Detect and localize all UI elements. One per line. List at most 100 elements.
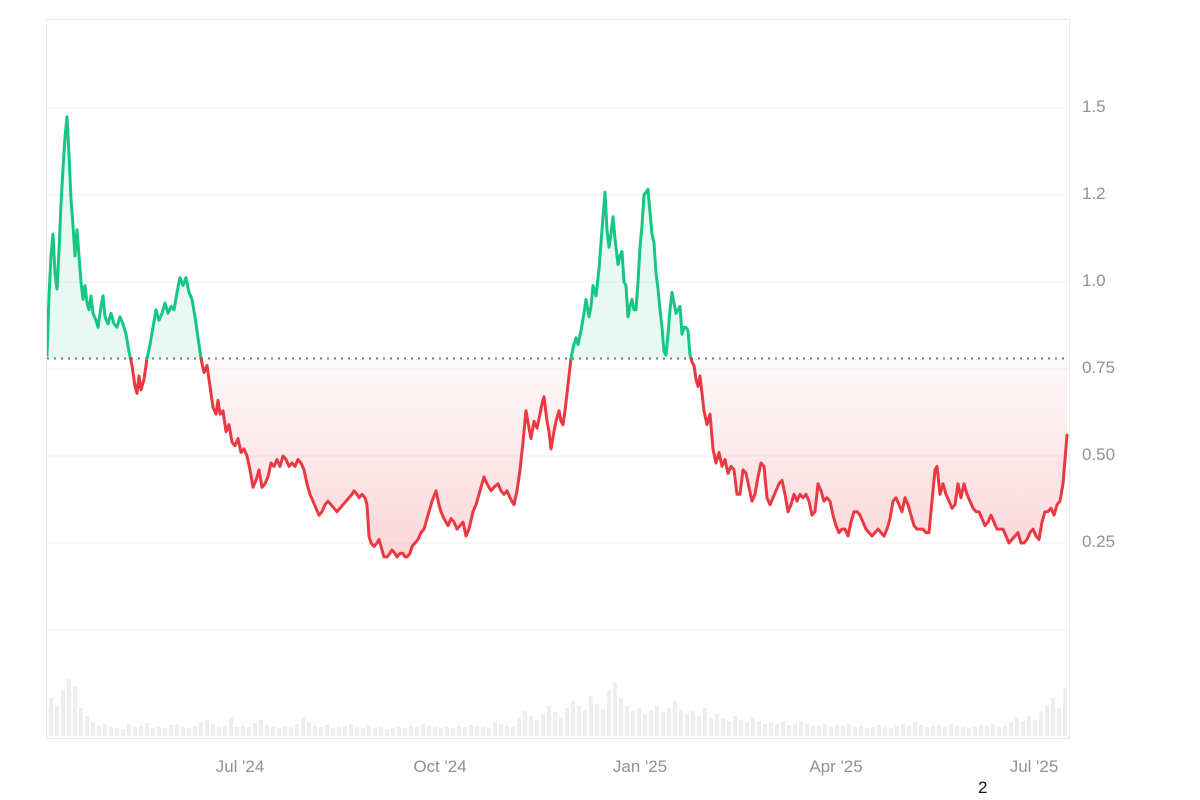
volume-bar (571, 701, 575, 736)
volume-bar (733, 716, 737, 736)
price-chart-card (46, 19, 1070, 739)
volume-bar (463, 727, 467, 736)
volume-bar (301, 718, 305, 736)
volume-bar (841, 726, 845, 736)
volume-bar (619, 698, 623, 736)
volume-bar (127, 724, 131, 736)
volume-bar (871, 727, 875, 736)
volume-bar (451, 728, 455, 736)
area-below-baseline (691, 358, 1067, 543)
volume-bar (211, 724, 215, 736)
volume-bar (859, 726, 863, 736)
y-axis-label: 1.5 (1082, 97, 1106, 116)
volume-bar (865, 728, 869, 736)
volume-bar (997, 727, 1001, 736)
volume-bar (985, 726, 989, 736)
volume-bar (133, 727, 137, 736)
volume-bar (613, 683, 617, 736)
volume-bar (445, 727, 449, 736)
volume-bar (727, 721, 731, 736)
volume-bar (853, 727, 857, 736)
volume-bar (1057, 708, 1061, 736)
volume-bar (541, 714, 545, 736)
volume-bar (601, 709, 605, 736)
volume-bar (559, 717, 563, 736)
volume-bar (961, 727, 965, 736)
volume-bar (217, 727, 221, 736)
volume-bar (355, 727, 359, 736)
volume-bar (661, 712, 665, 736)
volume-bar (535, 720, 539, 736)
volume-bar (337, 727, 341, 736)
volume-bar (1063, 688, 1067, 736)
price-line-up (145, 276, 203, 361)
volume-bar (1009, 722, 1013, 736)
volume-bar (199, 723, 203, 736)
volume-bar (469, 725, 473, 736)
volume-bar (925, 727, 929, 736)
volume-bar (943, 727, 947, 736)
volume-bar (1027, 716, 1031, 736)
volume-bar (907, 726, 911, 736)
volume-bar (991, 724, 995, 736)
volume-bar (949, 724, 953, 736)
price-line-down (689, 357, 1069, 545)
volume-bar (703, 708, 707, 736)
volume-bar (979, 725, 983, 736)
volume-bar (79, 708, 83, 736)
volume-bar (175, 724, 179, 736)
volume-bar (595, 704, 599, 736)
volume-bar (919, 725, 923, 736)
volume-bar (817, 726, 821, 736)
volume-bar (679, 710, 683, 736)
volume-bar (385, 729, 389, 736)
area-above-baseline (147, 277, 201, 359)
volume-bar (901, 724, 905, 736)
volume-bar (637, 708, 641, 736)
volume-bar (415, 727, 419, 736)
volume-bar (889, 728, 893, 736)
volume-bar (259, 720, 263, 736)
volume-bar (433, 727, 437, 736)
volume-bar (169, 725, 173, 736)
volume-bar (403, 728, 407, 736)
volume-bar (505, 726, 509, 736)
volume-bar (103, 724, 107, 736)
volume-bar (523, 711, 527, 736)
volume-bar (787, 725, 791, 736)
price-volume-chart[interactable] (47, 20, 1069, 738)
volume-bar (409, 726, 413, 736)
volume-bar (517, 718, 521, 736)
volume-bar (139, 726, 143, 736)
volume-bar (223, 726, 227, 736)
volume-bar (247, 727, 251, 736)
volume-bar (751, 718, 755, 736)
volume-bar (763, 724, 767, 736)
volume-bar (583, 710, 587, 736)
volume-bar (631, 711, 635, 736)
volume-bar (439, 728, 443, 736)
volume-bar (313, 726, 317, 736)
volume-bar (163, 728, 167, 736)
volume-bar (61, 690, 65, 736)
volume-bar (379, 727, 383, 736)
x-axis-label: Jan '25 (612, 757, 668, 776)
volume-bar (565, 708, 569, 736)
volume-bar (685, 714, 689, 736)
volume-bar (205, 720, 209, 736)
volume-bar (655, 706, 659, 736)
area-below-baseline (201, 358, 571, 557)
y-axis-label: 0.50 (1082, 445, 1116, 464)
price-line-up (569, 187, 693, 361)
volume-bar (157, 727, 161, 736)
volume-bar (667, 708, 671, 736)
volume-bar (511, 727, 515, 736)
volume-bar (931, 726, 935, 736)
volume-bar (883, 727, 887, 736)
volume-bar (289, 727, 293, 736)
volume-bar (253, 723, 257, 736)
volume-bar (529, 716, 533, 736)
volume-bar (1015, 718, 1019, 736)
volume-bar (391, 728, 395, 736)
volume-bar (457, 726, 461, 736)
